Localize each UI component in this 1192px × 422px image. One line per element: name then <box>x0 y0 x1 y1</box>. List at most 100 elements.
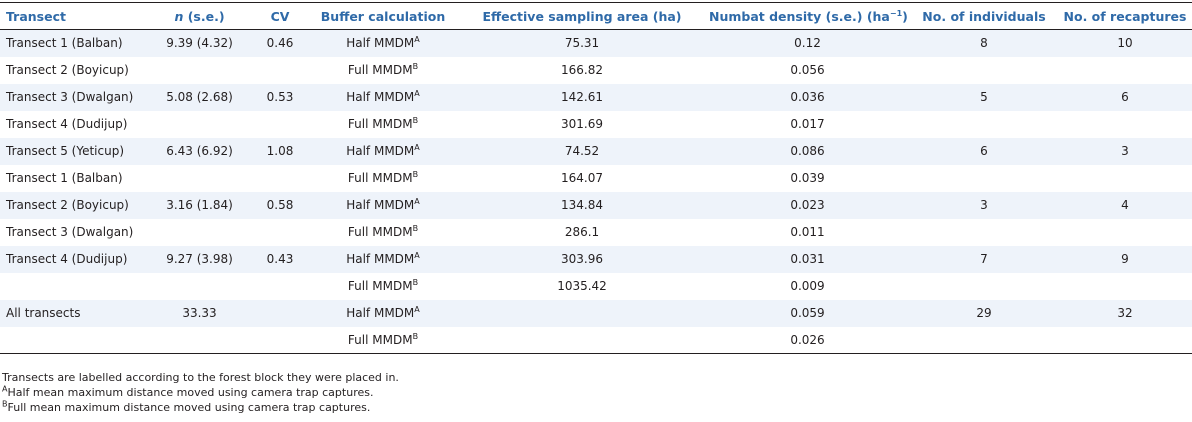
n-symbol: n <box>174 8 184 24</box>
cell-n: 5.08 (2.68) <box>146 83 253 111</box>
col-n: n (s.e.) <box>146 2 253 30</box>
cell-transect <box>0 326 146 354</box>
cell-density: 0.086 <box>705 137 910 165</box>
col-individuals: No. of individuals <box>910 2 1058 30</box>
cell-density: 0.026 <box>705 326 910 354</box>
cell-cv <box>253 219 307 246</box>
cell-transect <box>0 273 146 300</box>
buffer-label: Half MMDM <box>346 90 415 104</box>
buffer-note-marker: B <box>412 278 419 287</box>
col-recaptures: No. of recaptures <box>1058 2 1192 30</box>
table-row: Transect 2 (Boyicup) Full MMDMB 166.82 0.05… <box>0 57 1192 84</box>
cell-buffer: Half MMDMA <box>307 83 459 111</box>
cell-transect: Transect 2 (Boyicup) <box>0 191 146 219</box>
cell-individuals: 5 <box>910 83 1058 111</box>
cell-cv: 0.46 <box>253 29 307 57</box>
col-cv: CV <box>253 2 307 30</box>
cell-recaptures: 6 <box>1058 83 1192 111</box>
cell-density: 0.12 <box>705 29 910 57</box>
cell-transect: Transect 4 (Dudijup) <box>0 245 146 273</box>
cell-n <box>146 165 253 192</box>
note-a-marker: A <box>2 384 8 394</box>
cell-area: 303.96 <box>459 245 705 273</box>
buffer-note-marker: B <box>412 62 419 71</box>
cell-area: 75.31 <box>459 29 705 57</box>
cell-recaptures: 4 <box>1058 191 1192 219</box>
cell-recaptures: 32 <box>1058 299 1192 327</box>
col-transect: Transect <box>0 2 146 30</box>
cell-recaptures <box>1058 57 1192 84</box>
cell-individuals: 3 <box>910 191 1058 219</box>
buffer-label: Half MMDM <box>346 36 415 51</box>
buffer-note-marker: B <box>412 224 419 233</box>
buffer-label: Full MMDM <box>347 332 413 347</box>
cell-area: 1035.42 <box>557 279 607 293</box>
cell-individuals <box>910 165 1058 192</box>
cell-density: 0.039 <box>790 171 825 185</box>
density-unit-sup: −1 <box>889 8 903 18</box>
buffer-note-marker: A <box>414 305 420 314</box>
cell-individuals: 29 <box>910 299 1058 327</box>
cell-n <box>146 219 253 246</box>
table-row: Transect 3 (Dwalgan) Full MMDMB 286.1 0.011 <box>0 219 1192 246</box>
buffer-label: Full MMDM <box>347 63 413 77</box>
buffer-note-marker: B <box>412 170 419 179</box>
cell-density: 0.023 <box>705 191 910 219</box>
cell-area: 166.82 <box>561 63 603 77</box>
cell-cv: 0.53 <box>253 83 307 111</box>
cell-area: 301.69 <box>561 117 603 131</box>
table-row: Transect 4 (Dudijup) 9.27 (3.98) 0.43 Half … <box>0 245 1192 273</box>
cell-buffer: Half MMDMA <box>307 191 459 219</box>
col-area: Effective sampling area (ha) <box>459 2 705 30</box>
cell-n <box>146 326 253 354</box>
density-label: Numbat density (s.e.) (ha <box>709 8 890 24</box>
note-general: Transects are labelled according to the … <box>2 371 399 384</box>
cell-cv <box>253 57 307 84</box>
cell-cv <box>253 326 307 354</box>
cell-transect: Transect 3 (Dwalgan) <box>0 83 146 111</box>
cell-transect: Transect 1 (Balban) <box>0 29 146 57</box>
cell-recaptures <box>1058 273 1192 300</box>
col-density: Numbat density (s.e.) (ha−1) <box>705 2 910 30</box>
cell-recaptures <box>1058 111 1192 138</box>
note-a: AHalf mean maximum distance moved using … <box>2 385 399 400</box>
buffer-label: Half MMDM <box>346 144 415 158</box>
cell-buffer: Full MMDMB <box>307 165 459 192</box>
cell-buffer: Full MMDMB <box>307 219 459 246</box>
col-buffer: Buffer calculation <box>307 2 459 30</box>
table-row: All transects 33.33 Half MMDMA 0.059 29 32 <box>0 299 1192 327</box>
table-body: Transect 1 (Balban) 9.39 (4.32) 0.46 Half M… <box>0 29 1192 354</box>
cell-n: 6.43 (6.92) <box>146 137 253 165</box>
cell-density: 0.017 <box>790 117 825 131</box>
cell-area: 142.61 <box>459 83 705 111</box>
cell-recaptures <box>1058 326 1192 354</box>
cell-individuals: 8 <box>910 29 1058 57</box>
table-row: Transect 1 (Balban) Full MMDMB 164.07 0.039 <box>0 165 1192 192</box>
cell-transect: Transect 1 (Balban) <box>6 171 123 185</box>
table-row: Transect 1 (Balban) 9.39 (4.32) 0.46 Half M… <box>0 29 1192 57</box>
cell-buffer: Full MMDMB <box>307 57 459 84</box>
cell-area: 164.07 <box>561 171 603 185</box>
cell-cv: 0.43 <box>253 245 307 273</box>
cell-cv <box>253 165 307 192</box>
cell-area: 134.84 <box>459 191 705 219</box>
cell-individuals: 7 <box>910 245 1058 273</box>
table-row: Transect 5 (Yeticup) 6.43 (6.92) 1.08 Half … <box>0 137 1192 165</box>
cell-individuals <box>910 273 1058 300</box>
note-a-text: Half mean maximum distance moved using c… <box>7 386 374 399</box>
buffer-label: Half MMDM <box>346 306 415 320</box>
cell-individuals <box>910 219 1058 246</box>
cell-n <box>146 111 253 138</box>
cell-recaptures: 10 <box>1058 29 1192 57</box>
n-suffix: (s.e.) <box>183 8 225 24</box>
cell-individuals <box>910 111 1058 138</box>
cell-buffer: Full MMDMB <box>307 326 459 354</box>
buffer-label: Half MMDM <box>346 198 415 212</box>
cell-recaptures <box>1058 219 1192 246</box>
cell-area <box>459 326 705 354</box>
note-b: BFull mean maximum distance moved using … <box>2 400 399 415</box>
cell-recaptures: 9 <box>1058 245 1192 273</box>
cell-n: 9.27 (3.98) <box>146 245 253 273</box>
table-notes: Transects are labelled according to the … <box>2 370 399 415</box>
